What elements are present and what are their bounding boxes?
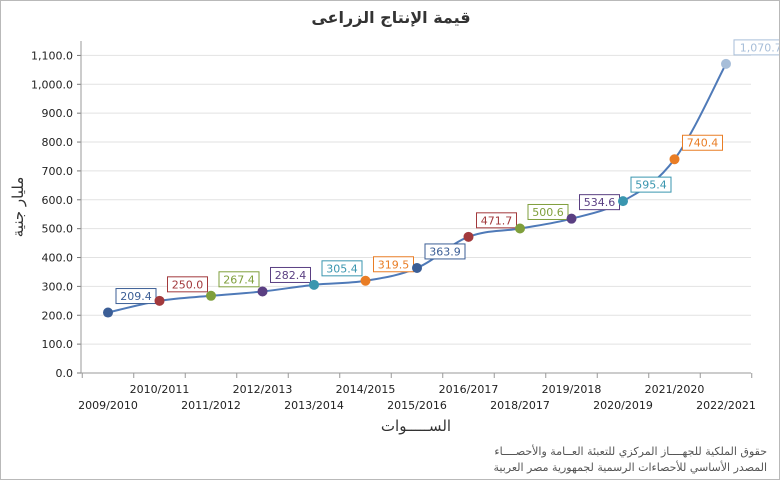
data-point — [618, 196, 628, 207]
x-tick-label: 2019/2018 — [542, 383, 602, 396]
y-tick-label: 400.0 — [42, 252, 74, 265]
x-axis-title: الســـــوات — [381, 417, 451, 435]
data-point — [309, 279, 319, 290]
data-label-box — [527, 203, 569, 220]
data-point — [566, 213, 577, 224]
x-tick-label: 2022/2021 — [696, 399, 756, 412]
y-tick-label: 100.0 — [42, 338, 74, 351]
data-point — [721, 58, 731, 69]
x-tick-label: 2020/2019 — [593, 399, 653, 412]
data-point — [412, 262, 422, 273]
x-tick-label: 2013/2014 — [284, 399, 344, 412]
data-point — [515, 223, 525, 234]
data-label: 305.4 — [326, 262, 358, 275]
data-label-box — [682, 134, 723, 151]
data-label: 209.4 — [120, 290, 152, 303]
data-label: 471.7 — [481, 214, 513, 227]
y-tick-label: 1,000.0 — [31, 78, 73, 91]
data-label-box — [373, 256, 414, 273]
data-point — [154, 295, 165, 306]
y-tick-label: 600.0 — [42, 194, 74, 207]
x-tick-label: 2015/2016 — [387, 399, 447, 412]
x-tick-label: 2014/2015 — [336, 383, 396, 396]
data-label: 500.6 — [532, 206, 564, 219]
data-label: 250.0 — [172, 278, 204, 291]
data-label: 740.4 — [687, 137, 719, 150]
x-tick-label: 2012/2013 — [233, 383, 293, 396]
data-label-box — [733, 39, 779, 56]
y-tick-label: 200.0 — [42, 309, 74, 322]
data-label-box — [270, 266, 311, 283]
data-point — [669, 154, 680, 165]
data-label-box — [476, 212, 517, 229]
y-tick-label: 900.0 — [42, 107, 74, 120]
data-point — [103, 307, 113, 318]
data-label-box — [424, 243, 466, 260]
x-tick-label: 2021/2020 — [645, 383, 705, 396]
y-tick-label: 300.0 — [42, 280, 74, 293]
data-label-box — [115, 288, 157, 305]
y-axis-title: مليار جنية — [9, 177, 27, 237]
data-label: 319.5 — [378, 258, 410, 271]
y-tick-label: 1,100.0 — [31, 49, 73, 62]
data-label: 282.4 — [275, 269, 307, 282]
data-label-box — [218, 271, 260, 288]
y-tick-label: 800.0 — [42, 136, 74, 149]
data-point — [206, 290, 216, 301]
data-label-box — [167, 276, 208, 293]
x-tick-label: 2016/2017 — [439, 383, 499, 396]
data-label: 595.4 — [635, 179, 667, 192]
source-note: المصدر الأساسي للأحصاءات الرسمية لجمهوري… — [493, 461, 767, 474]
data-point — [463, 231, 474, 242]
data-label-box — [630, 176, 672, 193]
y-tick-label: 0.0 — [56, 367, 74, 380]
x-tick-label: 2011/2012 — [181, 399, 241, 412]
data-label: 1,070.7 — [740, 41, 779, 54]
data-label: 363.9 — [429, 245, 461, 258]
x-tick-label: 2009/2010 — [78, 399, 138, 412]
y-tick-label: 500.0 — [42, 223, 74, 236]
x-tick-label: 2010/2011 — [130, 383, 190, 396]
data-label-box — [321, 260, 363, 277]
chart-title: قيمة الإنتاج الزراعى — [311, 8, 470, 27]
data-label: 267.4 — [223, 273, 255, 286]
x-tick-label: 2018/2017 — [490, 399, 550, 412]
y-tick-label: 700.0 — [42, 165, 74, 178]
data-point — [360, 275, 371, 286]
copyright-note: حقوق الملكية للجهــــاز المركزي للتعبئة … — [494, 445, 767, 458]
data-label: 534.6 — [584, 196, 616, 209]
data-point — [257, 286, 268, 297]
